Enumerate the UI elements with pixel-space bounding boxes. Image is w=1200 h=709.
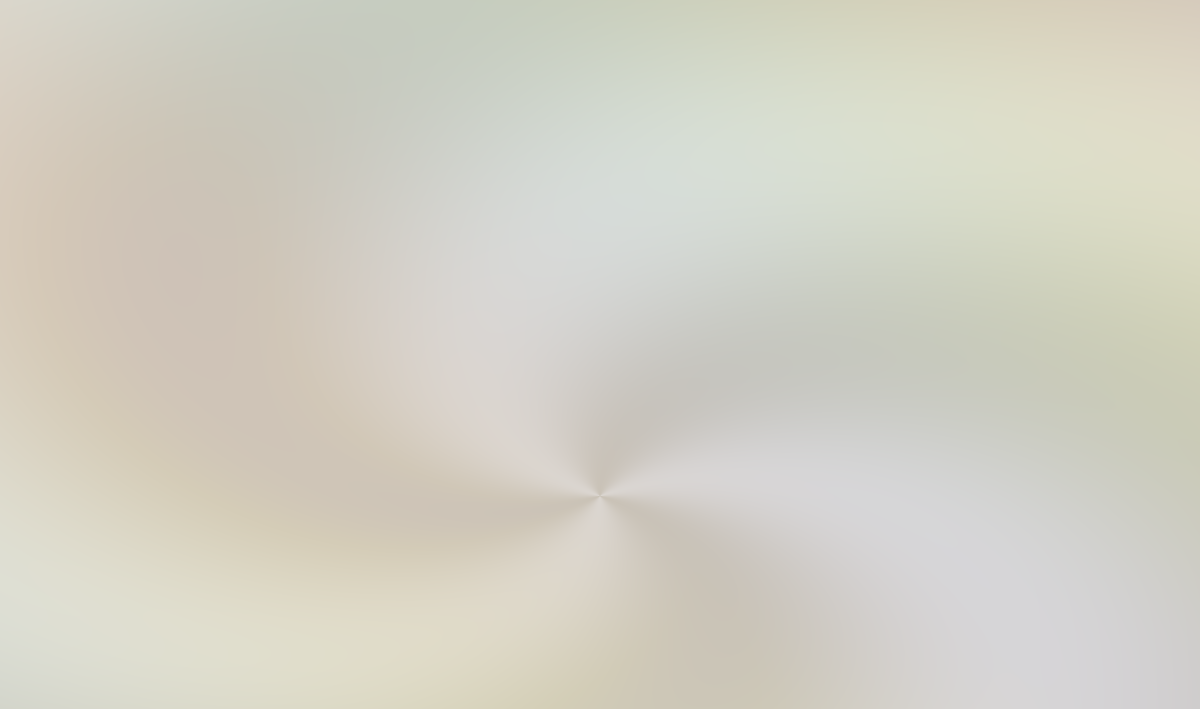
Polygon shape: [70, 296, 301, 323]
Polygon shape: [268, 296, 301, 471]
Bar: [85, 332, 252, 462]
Text: A 40-L electrical radiator containing heating oil is placed in a 50 – m³ room. B: A 40-L electrical radiator containing he…: [36, 92, 912, 105]
Text: 10°C. The radiator with a rating of 2.4 kW is now turned on. At the same time, h: 10°C. The radiator with a rating of 2.4 …: [36, 140, 948, 153]
Text: Room: Room: [133, 335, 163, 345]
Text: on. Assume the room is well sealed so that there are no air leaks. The gas const: on. Assume the room is well sealed so th…: [36, 285, 901, 298]
Text: Q: Q: [366, 345, 377, 359]
Bar: [282, 551, 360, 592]
Text: Radiator: Radiator: [121, 350, 166, 359]
Text: min.: min.: [370, 564, 398, 577]
Text: es: es: [2, 493, 17, 506]
Text: After some time, the average temperature is measured to be 20°C for the air in t: After some time, the average temperature…: [36, 189, 935, 201]
Text: the density and the specific heat of the oil to be  950 kg /m³ and 2.2 kJ/kg °C,: the density and the specific heat of the…: [36, 237, 905, 250]
Text: The heater is kept on for: The heater is kept on for: [48, 564, 212, 577]
Text: Also, c = 0.718 kJ/kg·K for air at room temperature (Table A-2). Oil properties : Also, c = 0.718 kJ/kg·K for air at room …: [36, 333, 793, 346]
Bar: [70, 323, 268, 471]
Text: 10°C: 10°C: [88, 335, 113, 345]
Text: Cₚ = 2. 2  kJ /kg · °C (Round the final answer to three decimal places.): Cₚ = 2. 2 kJ /kg · °C (Round the final a…: [36, 381, 503, 394]
Bar: [119, 365, 181, 454]
Bar: [115, 454, 185, 459]
Text: Problem 04.038 - Energy balance for an electrical radiator: Problem 04.038 - Energy balance for an e…: [36, 28, 564, 43]
